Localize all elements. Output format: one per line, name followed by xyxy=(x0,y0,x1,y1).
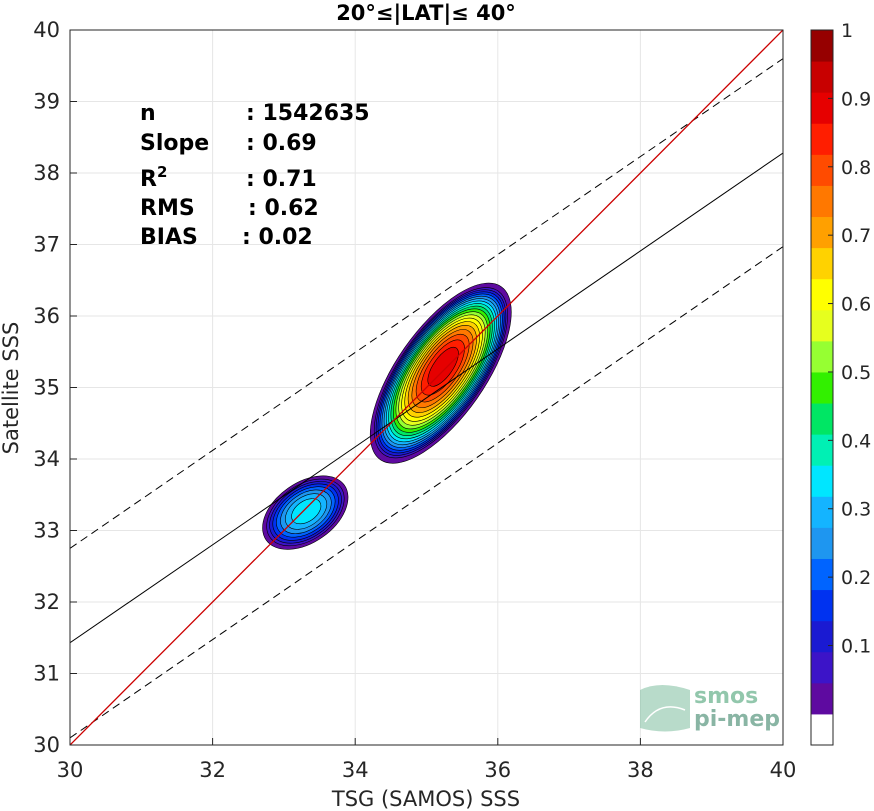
watermark-line2: pi-mep xyxy=(694,707,780,732)
colorbar-segment xyxy=(811,247,833,280)
y-tick-label: 36 xyxy=(33,304,60,328)
colorbar-tick-label: 1 xyxy=(841,20,853,42)
colorbar-segment xyxy=(811,589,833,622)
y-tick-label: 31 xyxy=(33,662,60,686)
colorbar-segment xyxy=(811,123,833,155)
colorbar-segment xyxy=(811,558,833,591)
colorbar-segment xyxy=(811,154,833,186)
colorbar-segment xyxy=(811,216,833,249)
stat-label: n xyxy=(140,101,156,126)
y-axis-label: Satellite SSS xyxy=(0,322,23,455)
y-tick-label: 33 xyxy=(33,519,60,543)
colorbar-segment xyxy=(811,713,833,746)
regression-lines xyxy=(70,30,783,745)
colorbar-tick-label: 0.4 xyxy=(841,430,871,452)
watermark-line1: smos xyxy=(694,684,758,709)
y-tick-label: 32 xyxy=(33,590,60,614)
colorbar-segment xyxy=(811,61,833,93)
x-tick-label: 34 xyxy=(342,758,369,782)
grid xyxy=(69,29,784,746)
x-axis-label: TSG (SAMOS) SSS xyxy=(331,787,520,811)
colorbar-segment xyxy=(811,92,833,124)
stat-label: BIAS xyxy=(140,225,198,250)
upper-bound-line xyxy=(70,58,783,549)
logo-wave-icon xyxy=(640,685,690,732)
watermark-logo: smos pi-mep xyxy=(640,684,780,732)
x-tick-label: 40 xyxy=(770,758,797,782)
x-tick-label: 36 xyxy=(484,758,511,782)
colorbar-segment xyxy=(811,620,833,653)
stat-value: : 0.71 xyxy=(246,167,317,192)
y-axis-ticks: 30 31 32 33 34 35 36 37 38 39 40 xyxy=(33,18,77,757)
lower-bound-line xyxy=(70,246,783,739)
y-tick-label: 40 xyxy=(33,18,60,42)
y-tick-label: 37 xyxy=(33,233,60,257)
colorbar-segment xyxy=(811,496,833,528)
x-tick-label: 32 xyxy=(199,758,226,782)
colorbar-segment xyxy=(811,30,833,62)
stat-value: : 0.62 xyxy=(248,196,319,221)
colorbar-segment xyxy=(811,278,833,311)
chart-title: 20°≤|LAT|≤ 40° xyxy=(336,1,516,26)
x-axis-ticks: 30 32 34 36 38 40 xyxy=(57,738,797,782)
density-level-20 xyxy=(427,346,459,387)
fit-line xyxy=(70,152,783,644)
colorbar-segment xyxy=(811,340,833,373)
colorbar-segment xyxy=(811,309,833,342)
colorbar-segment xyxy=(811,527,833,559)
colorbar-segment xyxy=(811,403,833,435)
colorbar-tick-label: 0.3 xyxy=(841,499,871,521)
y-tick-label: 39 xyxy=(33,90,60,114)
colorbar-segment xyxy=(811,465,833,497)
colorbar-frame xyxy=(810,29,834,746)
colorbar-segment xyxy=(811,185,833,218)
colorbar-tick-label: 0.2 xyxy=(841,567,871,589)
x-tick-label: 38 xyxy=(627,758,654,782)
colorbar-segment xyxy=(811,651,833,684)
y-tick-label: 34 xyxy=(33,447,60,471)
stat-value: : 1542635 xyxy=(246,101,370,126)
colorbar-tick-label: 0.7 xyxy=(841,225,871,247)
colorbar-tick-label: 0.1 xyxy=(841,636,871,658)
colorbar-tick-label: 0.8 xyxy=(841,157,871,179)
colorbar-tick-label: 0.9 xyxy=(841,88,871,110)
y-tick-label: 38 xyxy=(33,161,60,185)
logo-wave-icon-2 xyxy=(644,706,686,723)
colorbar-segment xyxy=(811,371,833,404)
colorbar-segment xyxy=(811,434,833,466)
stat-value: : 0.02 xyxy=(242,225,313,250)
identity-line xyxy=(70,30,783,745)
x-tick-label: 30 xyxy=(57,758,84,782)
y-tick-label: 30 xyxy=(33,733,60,757)
y-tick-label: 35 xyxy=(33,376,60,400)
stat-label: RMS xyxy=(140,196,195,221)
stat-label: Slope xyxy=(140,131,209,156)
colorbar-segment xyxy=(811,682,833,715)
stat-value: : 0.69 xyxy=(246,131,317,156)
stat-superscript: 2 xyxy=(157,163,167,181)
colorbar-tick-label: 0.5 xyxy=(841,362,871,384)
colorbar: 0.1 0.2 0.3 0.4 0.5 0.6 0.7 0.8 0.9 1 xyxy=(810,20,871,746)
colorbar-tick-label: 0.6 xyxy=(841,294,871,316)
